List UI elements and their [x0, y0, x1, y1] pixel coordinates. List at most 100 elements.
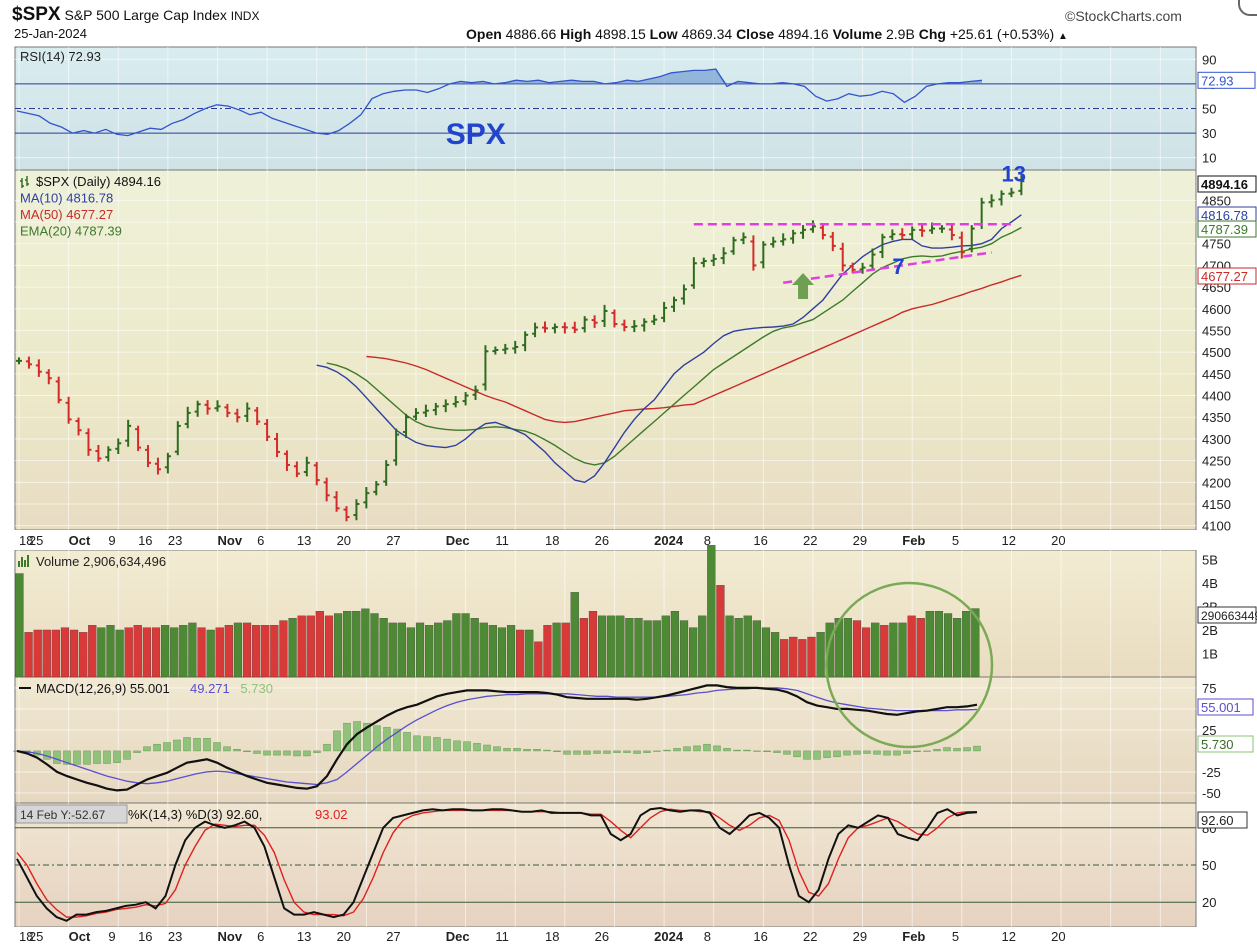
price-bar — [125, 419, 132, 447]
volume-bar — [397, 622, 406, 678]
macd-histogram-bar — [253, 750, 261, 754]
price-bar — [541, 321, 548, 333]
price-bar — [671, 296, 678, 312]
volume-bar — [33, 629, 42, 678]
y-tick-label: 50 — [1202, 858, 1216, 873]
price-bar — [710, 254, 717, 266]
exchange: INDX — [230, 9, 260, 23]
macd-histogram-bar — [843, 750, 851, 756]
stoch-d-line — [16, 808, 977, 918]
ohlc-label: Close — [736, 26, 779, 42]
price-bar — [135, 425, 142, 452]
price-bar — [899, 228, 906, 240]
macd-histogram-bar — [633, 750, 641, 754]
annotation-label: SPX — [446, 118, 506, 151]
macd-histogram-bar — [513, 748, 521, 752]
price-bar — [1018, 175, 1025, 196]
volume-bar — [780, 639, 789, 678]
volume-bar — [752, 620, 761, 678]
price-last-tag-box — [1197, 175, 1257, 193]
volume-bar — [898, 622, 907, 678]
price-bar — [333, 491, 340, 512]
macd-histogram-bar — [693, 745, 701, 752]
macd-histogram-bar — [933, 748, 941, 752]
price-bar — [16, 357, 22, 365]
volume-bar — [798, 639, 807, 678]
price-bar — [968, 225, 975, 253]
x-tick-label: 2024 — [654, 533, 684, 548]
volume-bar — [816, 632, 825, 678]
macd-histogram-bar — [883, 750, 891, 756]
volume-bar — [452, 613, 461, 678]
y-tick-label: 30 — [1202, 126, 1216, 141]
macd-histogram-bar — [723, 748, 731, 752]
volume-bar — [370, 613, 379, 678]
macd-histogram-bar — [653, 750, 661, 752]
macd-histogram-bar — [373, 725, 381, 752]
ohlc-value: 4869.34 — [681, 26, 737, 42]
volume-bar — [561, 622, 570, 678]
x-tick-label: 16 — [753, 929, 767, 944]
x-tick-label: 12 — [1002, 533, 1016, 548]
price-bar — [958, 231, 965, 259]
price-bar — [452, 395, 459, 408]
price-bar — [800, 225, 807, 239]
volume-bar — [689, 627, 698, 678]
volume-bar — [415, 622, 425, 678]
macd-last-tag-box — [1197, 698, 1254, 716]
x-tick-label: 13 — [297, 929, 311, 944]
volume-bar — [643, 620, 652, 678]
x-tick-label: Oct — [69, 533, 91, 548]
y-tick-label: 20 — [1202, 895, 1216, 910]
volume-bar — [488, 625, 497, 678]
volume-bar — [215, 627, 224, 678]
volume-bar — [761, 627, 771, 678]
volume-bar — [852, 620, 862, 678]
price-bars — [16, 175, 1025, 522]
volume-bar — [352, 610, 361, 678]
macd-histogram-bar — [733, 749, 741, 752]
y-tick-label: 4350 — [1202, 410, 1231, 425]
price-bar — [422, 404, 429, 417]
price-bar — [948, 224, 955, 241]
x-tick-label: 12 — [1002, 929, 1016, 944]
price-bar — [383, 460, 390, 486]
volume-bar — [925, 610, 934, 678]
macd-histogram-bar — [273, 750, 281, 756]
price-bar — [581, 316, 588, 333]
price-bar — [462, 392, 469, 406]
y-tick-label: 50 — [1202, 102, 1216, 117]
macd-histogram-bar — [823, 750, 831, 758]
corner-icon[interactable] — [1238, 0, 1257, 16]
price-bar — [393, 428, 400, 466]
ohlc-label: High — [560, 26, 596, 42]
macd-histogram-bar — [803, 750, 811, 760]
price-bar — [512, 340, 519, 354]
ma10-line — [316, 214, 1022, 484]
price-bar — [492, 346, 499, 355]
x-axis-band-top — [0, 530, 1257, 550]
x-tick-label: 22 — [803, 929, 817, 944]
price-legend-item: $SPX (Daily) 4894.16 — [36, 174, 161, 189]
volume-bar — [807, 636, 816, 678]
volume-bar — [15, 573, 24, 678]
macd-histogram-bar — [463, 741, 471, 752]
support-trend-line — [782, 251, 992, 285]
price-bar — [522, 331, 529, 352]
macd-histogram-bar — [123, 750, 131, 760]
panel-price — [14, 169, 1197, 531]
price-bar — [571, 321, 578, 334]
macd-histogram-bar — [203, 738, 211, 752]
macd-histogram-bar — [233, 748, 241, 752]
x-tick-label: 18 — [545, 533, 559, 548]
macd-histogram-bar — [73, 750, 81, 765]
price-bar — [661, 301, 668, 323]
ohlc-label: Chg — [918, 26, 950, 42]
price-bar — [651, 314, 658, 325]
volume-bar — [224, 625, 233, 678]
volume-last-tag-box — [1197, 606, 1257, 624]
volume-bar — [707, 545, 716, 678]
volume-bar — [443, 620, 452, 678]
macd-histogram-bar — [193, 738, 201, 752]
volume-bar — [962, 610, 971, 678]
